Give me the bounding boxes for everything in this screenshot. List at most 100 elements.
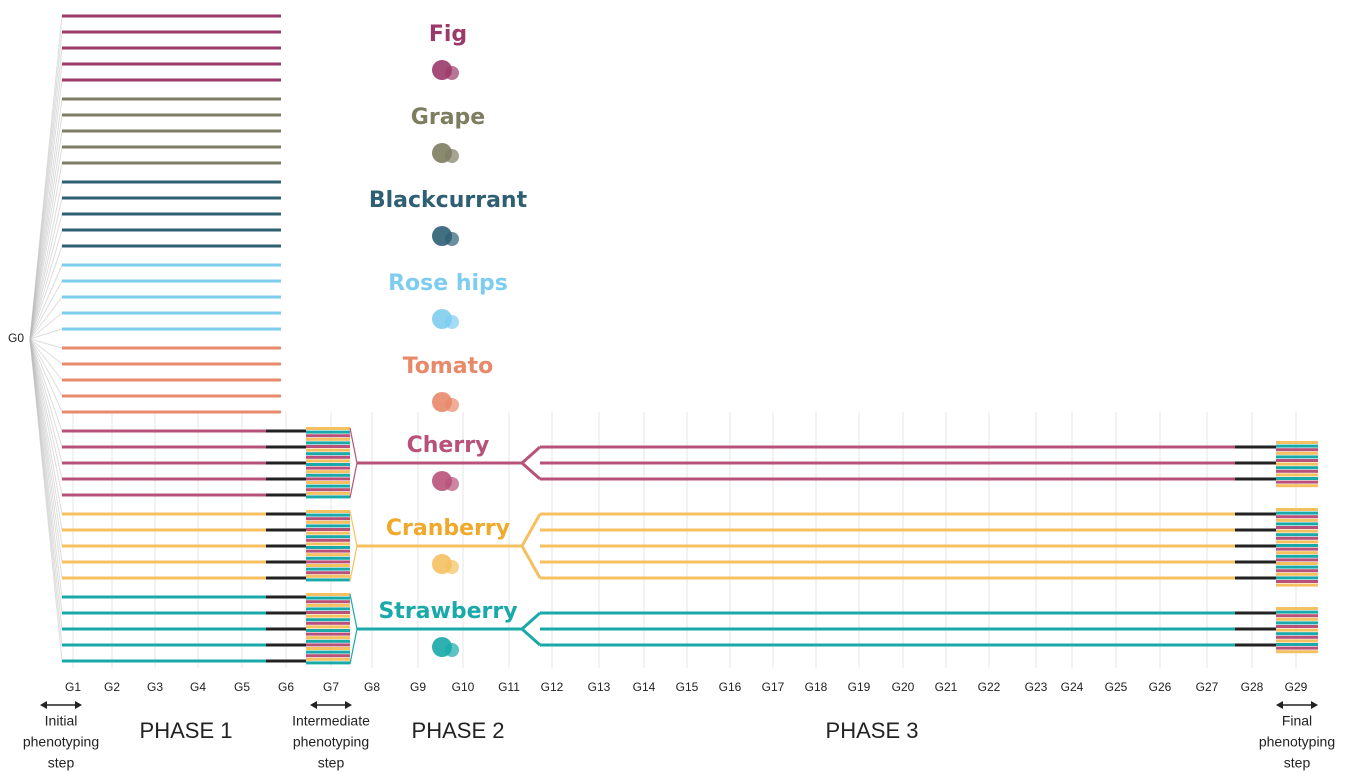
mixed-stripe <box>306 636 350 640</box>
fan-line <box>29 338 63 397</box>
generation-label: G20 <box>892 680 915 694</box>
split <box>519 611 541 647</box>
generation-label: G5 <box>234 680 250 694</box>
fan-line <box>29 312 63 340</box>
generation-label: G22 <box>978 680 1001 694</box>
mixed-stripe <box>306 650 350 654</box>
mixed-stripe <box>306 629 350 632</box>
mixed-stripe <box>1276 632 1318 636</box>
fan-line <box>29 296 63 340</box>
step-label: step <box>1284 755 1311 771</box>
mixed-stripe <box>306 618 350 622</box>
fan-line <box>29 328 63 340</box>
mixed-stripe <box>306 463 350 466</box>
fan-line <box>29 338 63 365</box>
mixed-stripe <box>306 484 350 488</box>
mixed-stripe <box>306 643 350 647</box>
step-label: Final <box>1282 713 1312 729</box>
mixed-stripe <box>306 654 350 658</box>
mixed-stripe <box>306 571 350 575</box>
generation-label: G8 <box>364 680 380 694</box>
step-label: phenotyping <box>293 734 369 750</box>
fan-line <box>29 197 63 340</box>
generation-label: G23 <box>1025 680 1048 694</box>
mixed-stripe <box>1276 540 1318 544</box>
mixed-stripe <box>306 455 350 459</box>
mixed-stripe <box>1276 650 1318 654</box>
mixed-stripe <box>1276 529 1318 533</box>
mixed-stripe <box>1276 451 1318 455</box>
mixed-stripe <box>306 578 350 582</box>
mixed-stripe <box>306 593 350 596</box>
fruit-icon <box>445 643 459 657</box>
fan-line <box>29 338 63 432</box>
fan-line <box>29 338 63 349</box>
mixed-stripe <box>306 647 350 650</box>
origin-label: G0 <box>8 331 24 345</box>
mixed-stripe <box>306 632 350 636</box>
mixed-stripe <box>1276 455 1318 459</box>
mixed-stripe <box>1276 547 1318 551</box>
mixed-stripe <box>1276 635 1318 639</box>
mixed-stripe <box>1276 621 1318 625</box>
mixed-stripe <box>1276 511 1318 515</box>
fruit-label: Cranberry <box>386 516 510 541</box>
fruit-icon <box>445 560 459 574</box>
fan-line <box>29 213 63 340</box>
fan-line <box>29 181 63 340</box>
mixed-stripe <box>1276 544 1318 547</box>
generation-label: G13 <box>588 680 611 694</box>
fan-line <box>29 338 63 464</box>
fan-line <box>29 338 63 662</box>
mixed-stripe <box>1276 462 1318 466</box>
mixed-stripe <box>306 430 350 434</box>
generation-label: G25 <box>1105 680 1128 694</box>
mixed-stripe <box>1276 607 1318 610</box>
mixed-stripe <box>306 481 350 484</box>
arrow-head <box>40 701 47 709</box>
mixed-stripe <box>1276 522 1318 526</box>
generation-label: G6 <box>278 680 294 694</box>
split <box>519 445 541 481</box>
mixed-stripe <box>1276 484 1318 488</box>
mixed-stripe <box>306 661 350 665</box>
mixed-stripe <box>306 445 350 448</box>
mixed-stripe <box>306 657 350 661</box>
mixed-stripe <box>306 621 350 625</box>
mixed-stripe <box>306 441 350 445</box>
mixed-stripe <box>1276 526 1318 529</box>
arrow-head <box>1311 701 1318 709</box>
mixed-stripe <box>306 520 350 524</box>
generation-label: G12 <box>541 680 564 694</box>
mixed-stripe <box>306 491 350 495</box>
step-label: Intermediate <box>292 713 370 729</box>
mixed-stripe <box>306 528 350 531</box>
mixed-stripe <box>306 488 350 492</box>
generation-label: G16 <box>719 680 742 694</box>
mixed-stripe <box>1276 576 1318 580</box>
generation-label: G24 <box>1061 680 1084 694</box>
mixed-stripe <box>306 600 350 604</box>
mixed-stripe <box>306 614 350 618</box>
fruit-label: Strawberry <box>378 599 517 624</box>
merge <box>349 510 358 582</box>
mixed-stripe <box>1276 473 1318 477</box>
generation-label: G26 <box>1149 680 1172 694</box>
fruit-icon <box>445 315 459 329</box>
mixed-stripe <box>306 546 350 549</box>
generation-label: G15 <box>676 680 699 694</box>
mixed-stripe <box>306 556 350 560</box>
mixed-stripe <box>306 452 350 456</box>
mixed-stripe <box>306 574 350 578</box>
mixed-stripe <box>1276 625 1318 628</box>
fan-line <box>29 245 63 340</box>
mixed-stripe <box>306 524 350 528</box>
mixed-stripe <box>306 553 350 557</box>
phase-label: PHASE 1 <box>140 718 233 743</box>
fruit-label: Grape <box>411 105 485 130</box>
arrow-head <box>345 701 352 709</box>
fan-line <box>29 229 63 340</box>
mixed-stripe <box>1276 639 1318 643</box>
mixed-stripe <box>306 477 350 481</box>
